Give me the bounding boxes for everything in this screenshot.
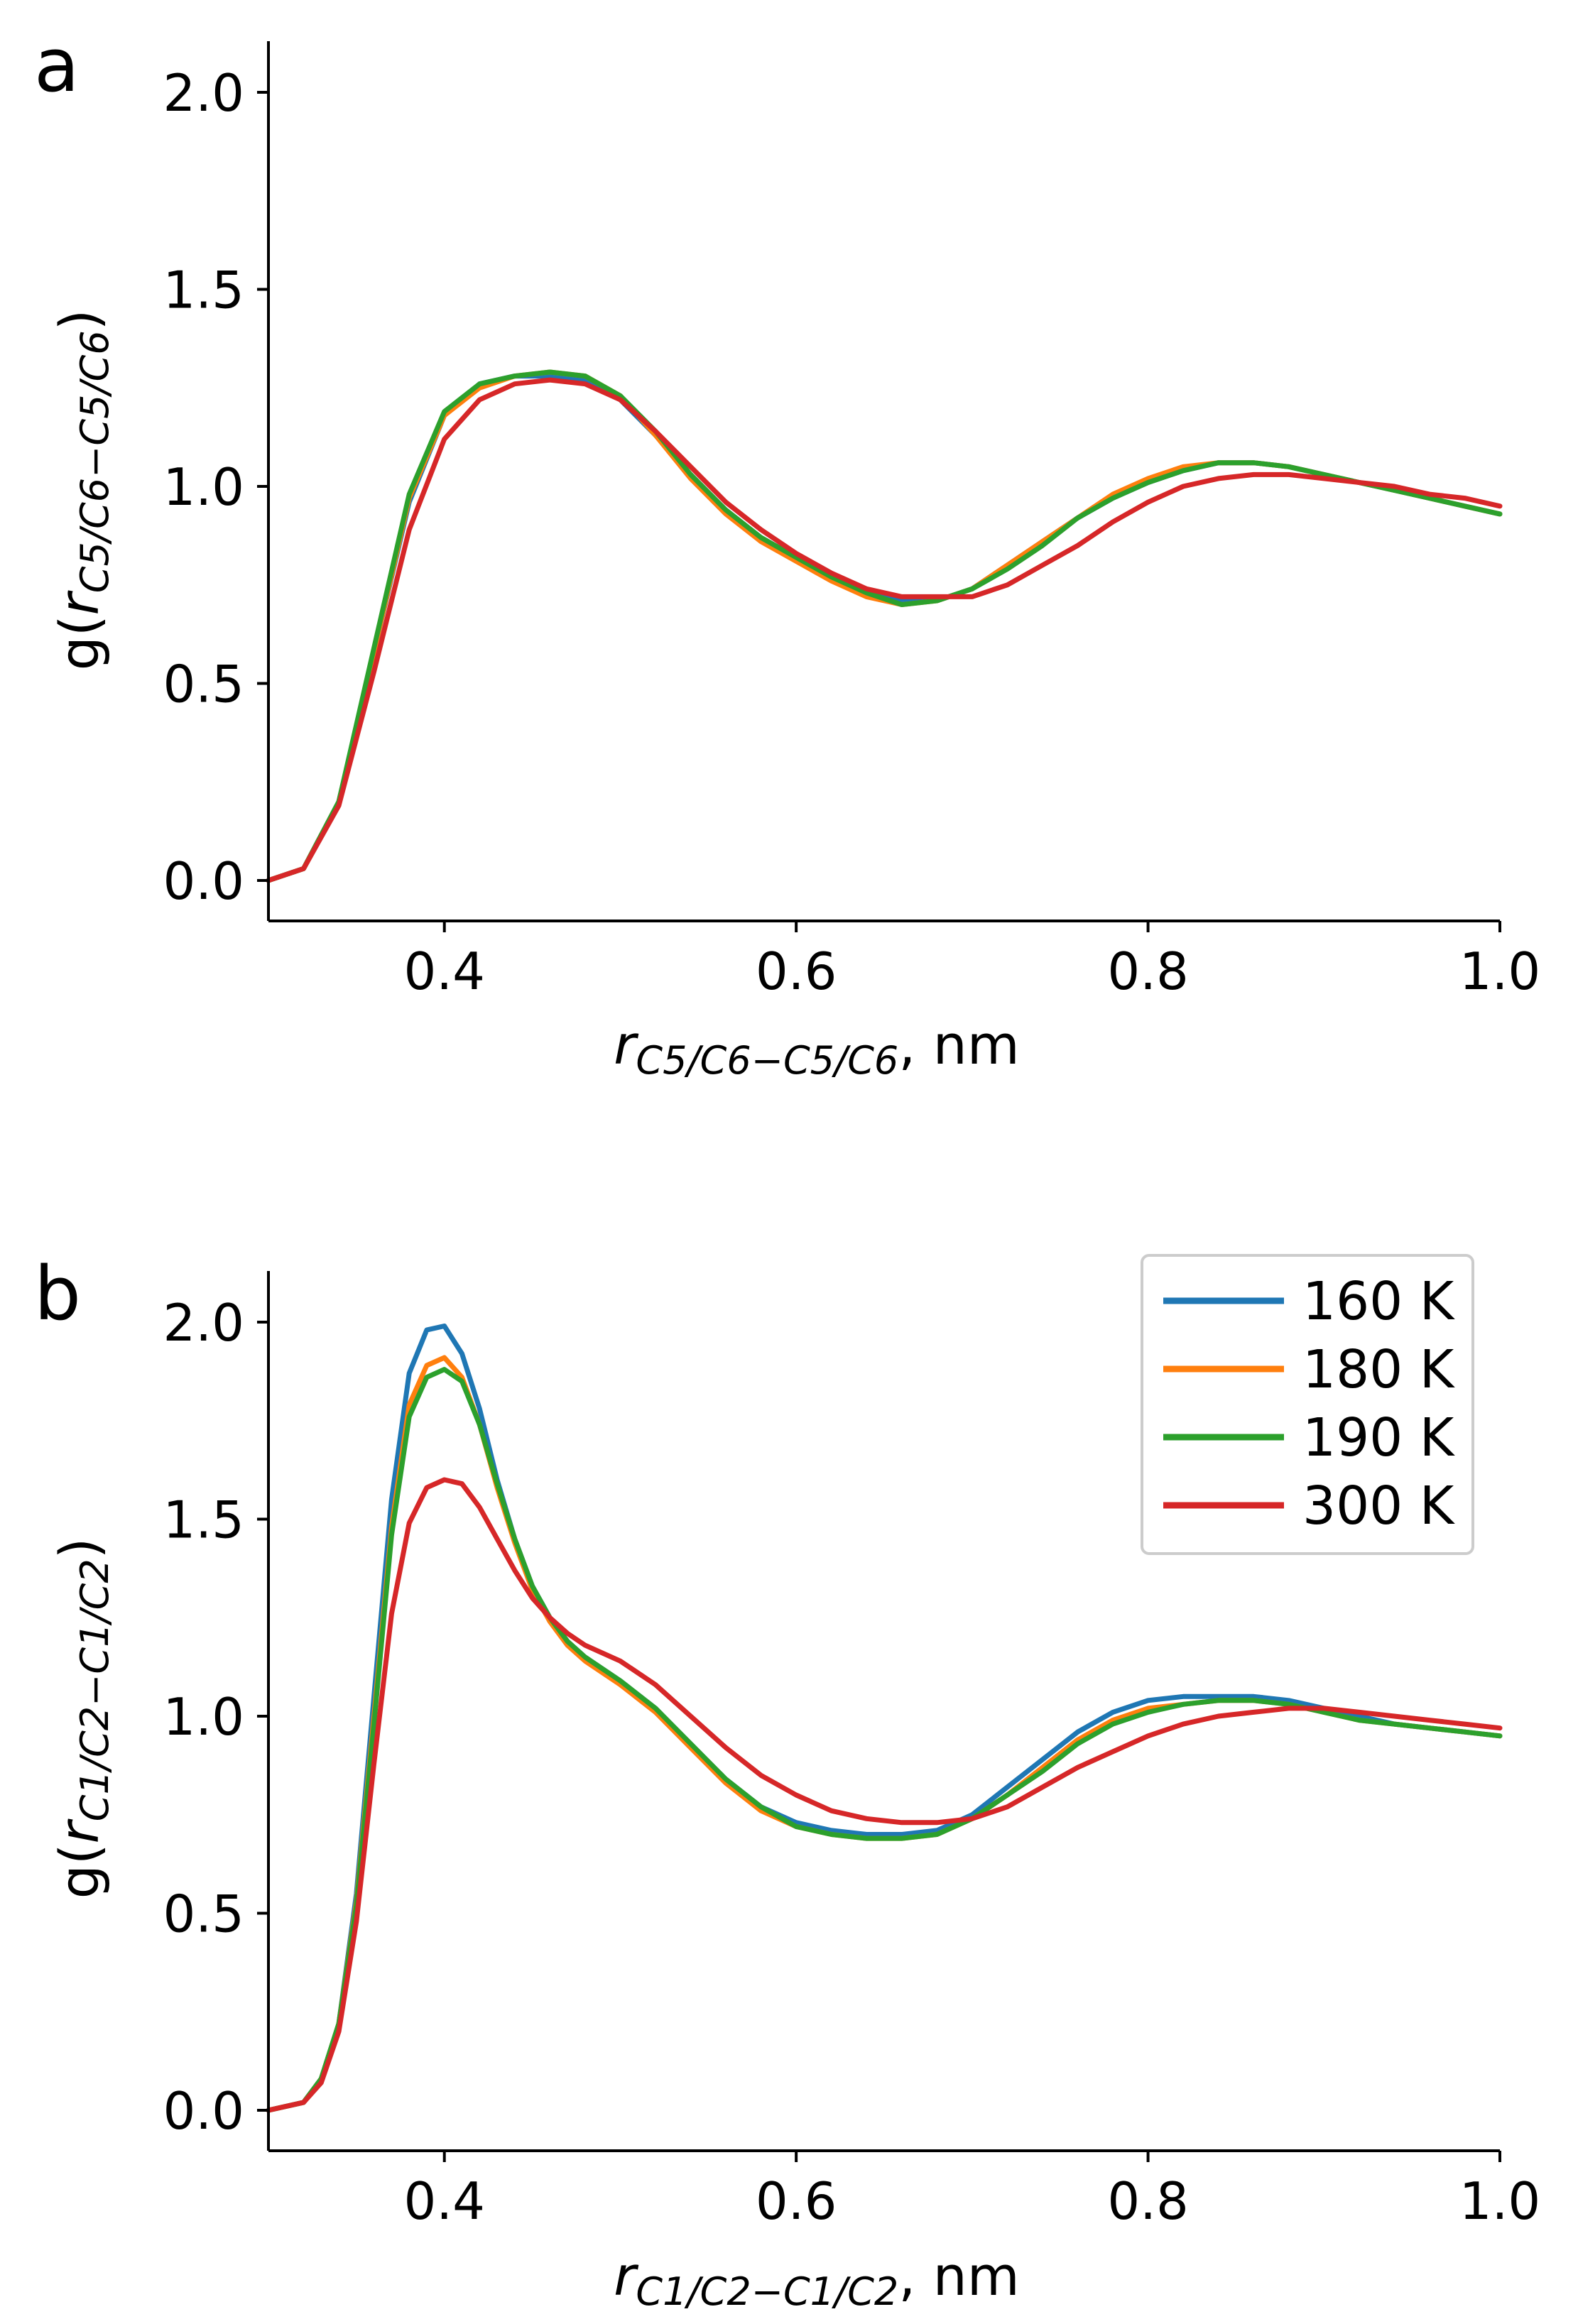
panel-a-x-ticks: 0.4 0.6 0.8 1.0 (403, 921, 1540, 1001)
panel-b-y-label-sub: C1/C2−C1/C2 (72, 1559, 117, 1821)
panel-a: a 0.4 0.6 0.8 1.0 0.00.51.01.52.0 rC5/C6−C5… (34, 22, 1540, 1083)
legend-label: 160 K (1302, 1271, 1456, 1332)
panel-b-x-axis-label: rC1/C2−C1/C2, nm (614, 2244, 1020, 2314)
panel-a-y-label-sub: C5/C6−C5/C6 (72, 330, 117, 593)
panel-a-y-label-prefix: g( (48, 615, 111, 670)
panel-b-y-label-base: r (48, 1818, 111, 1843)
panel-a-x-label-base: r (614, 1013, 639, 1076)
legend-label: 190 K (1302, 1407, 1456, 1468)
panel-a-series-layer (266, 369, 1503, 883)
panel-b-x-label-suffix: , nm (898, 2244, 1020, 2308)
series-line-190k (266, 1367, 1503, 2113)
panel-a-y-label-suffix: ) (48, 310, 111, 331)
y-tick-label: 0.0 (163, 2081, 244, 2141)
panel-a-letter: a (34, 22, 80, 109)
x-tick-label: 0.8 (1107, 2171, 1189, 2231)
panel-a-y-axis-label: g(rC5/C6−C5/C6) (48, 310, 117, 671)
panel-b-axes (267, 1271, 1500, 2152)
x-tick-label: 0.6 (756, 942, 837, 1001)
legend-label: 180 K (1302, 1339, 1456, 1400)
panel-a-y-ticks: 0.0 0.5 1.0 1.5 2.0 (163, 63, 268, 911)
y-tick-label: 1.0 (163, 1687, 244, 1747)
y-tick-label: 0.5 (163, 655, 244, 714)
panel-b-series-layer (266, 1324, 1503, 2113)
panel-b-y-label-prefix: g( (48, 1843, 111, 1899)
panel-b: b 0.4 0.6 0.8 1.0 0.00.51.01.52.0 rC1/C2−C1… (34, 1250, 1540, 2314)
x-tick-label: 1.0 (1459, 942, 1541, 1001)
panel-b-x-label-base: r (614, 2244, 639, 2308)
x-tick-label: 0.8 (1107, 942, 1189, 1001)
series-line-300k (266, 377, 1503, 883)
panel-b-y-ticks: 0.0 0.5 1.0 1.5 2.0 (163, 1293, 268, 2141)
panel-a-x-label-suffix: , nm (898, 1013, 1020, 1076)
legend-box (1141, 1254, 1474, 1555)
legend-label: 300 K (1302, 1475, 1456, 1537)
panel-b-y-axis-label: g(rC1/C2−C1/C2) (48, 1538, 117, 1899)
panel-b-x-label-sub: C1/C2−C1/C2 (636, 2269, 898, 2314)
panel-a-x-label-sub: C5/C6−C5/C6 (636, 1038, 898, 1083)
panel-b-x-ticks: 0.4 0.6 0.8 1.0 (403, 2151, 1540, 2231)
panel-a-x-axis-label: rC5/C6−C5/C6, nm (614, 1013, 1020, 1083)
panel-b-plot-area: 0.4 0.6 0.8 1.0 0.0 0.5 1.0 1.5 2.0 (163, 1271, 1540, 2231)
y-tick-label: 1.5 (163, 261, 244, 320)
y-tick-label: 0.5 (163, 1884, 244, 1944)
panel-b-letter: b (34, 1250, 81, 1337)
panel-a-plot-area: 0.4 0.6 0.8 1.0 0.0 0.5 1.0 1.5 2.0 (163, 41, 1540, 1001)
panel-a-y-label-base: r (48, 589, 111, 615)
y-tick-label: 1.5 (163, 1490, 244, 1550)
y-tick-label: 2.0 (163, 1293, 244, 1353)
x-tick-label: 0.4 (403, 2171, 485, 2231)
panel-b-y-label-suffix: ) (48, 1538, 111, 1559)
panel-b-legend: 160 K 180 K 190 K 300 K (1141, 1254, 1474, 1555)
y-tick-label: 0.0 (163, 851, 244, 911)
x-tick-label: 1.0 (1459, 2171, 1541, 2231)
x-tick-label: 0.4 (403, 942, 485, 1001)
y-tick-label: 2.0 (163, 63, 244, 123)
series-line-190k (266, 369, 1503, 883)
x-tick-label: 0.6 (756, 2171, 837, 2231)
series-line-300k (266, 1477, 1503, 2113)
panel-a-axes (267, 41, 1500, 922)
y-tick-label: 1.0 (163, 457, 244, 517)
